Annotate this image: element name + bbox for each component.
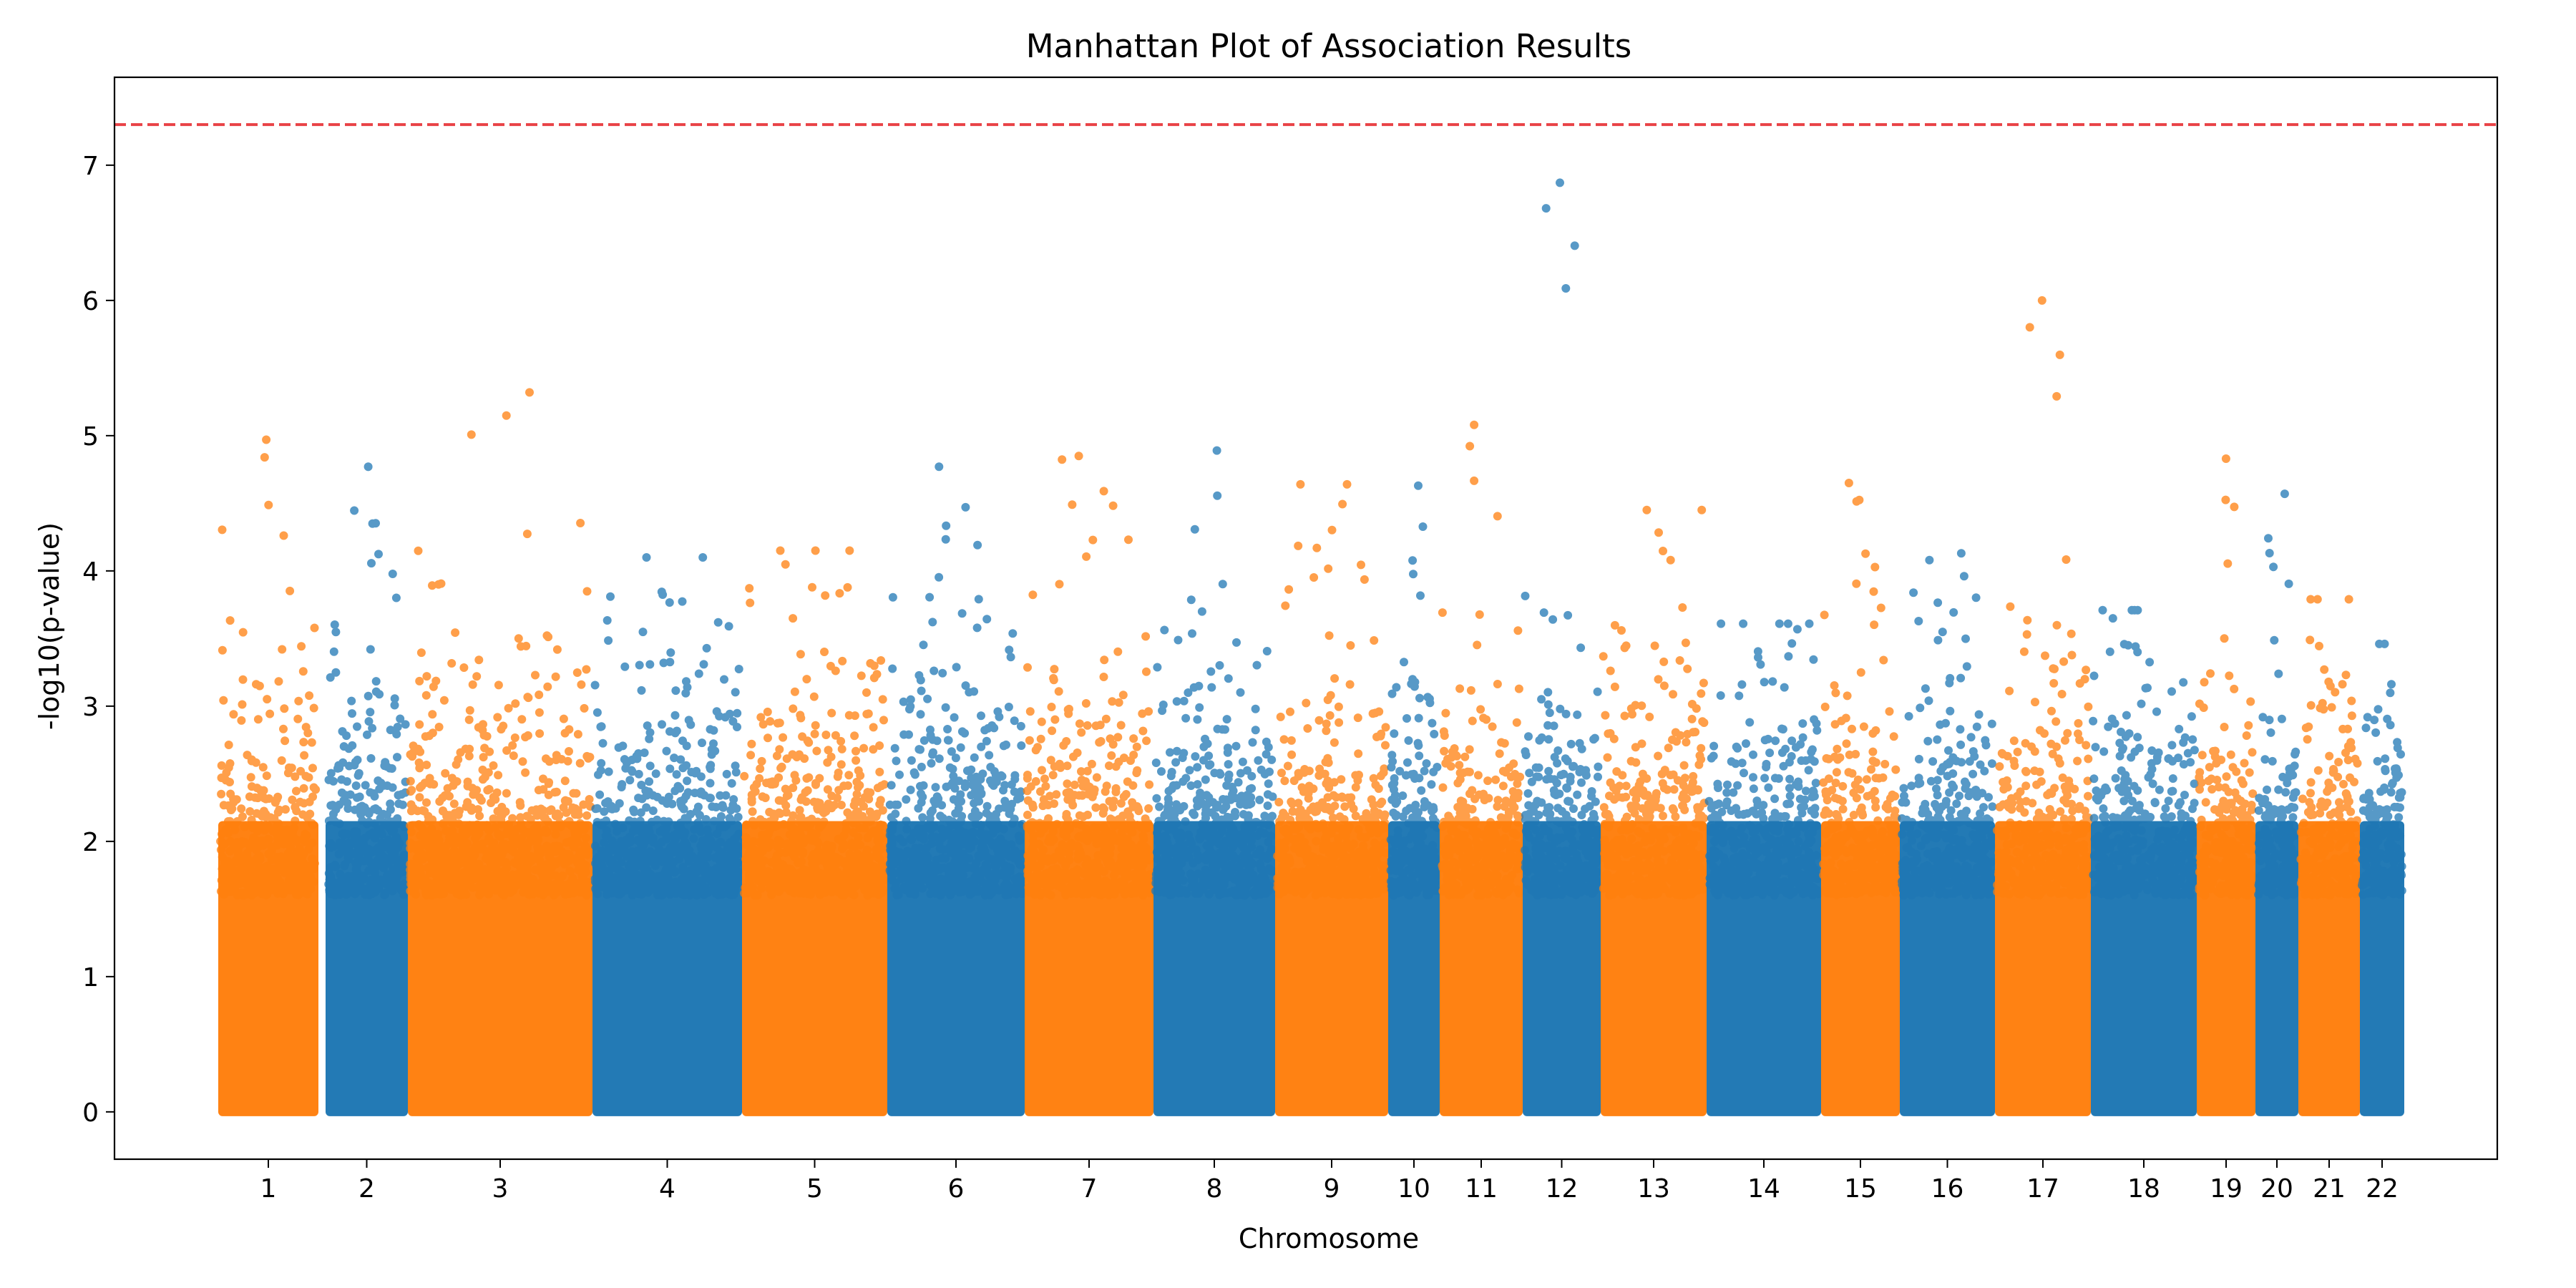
chromosome-21-scatter — [2296, 595, 2362, 900]
y-axis-label: -log10(p-value) — [34, 522, 65, 730]
x-tick-label-17: 17 — [2026, 1174, 2059, 1204]
chromosome-4-points — [590, 553, 744, 1116]
x-tick-label-11: 11 — [1465, 1174, 1498, 1204]
x-tick-label-9: 9 — [1324, 1174, 1340, 1204]
x-tick-label-5: 5 — [806, 1174, 823, 1204]
chromosome-17-points — [1993, 296, 2093, 1116]
x-tick-label-6: 6 — [948, 1174, 965, 1204]
x-tick-label-16: 16 — [1931, 1174, 1964, 1204]
chromosome-12-points — [1521, 178, 1603, 1116]
y-tick-label: 1 — [82, 963, 99, 992]
chromosome-11-points — [1438, 420, 1525, 1116]
x-tick-label-21: 21 — [2313, 1174, 2346, 1204]
x-tick-label-1: 1 — [260, 1174, 277, 1204]
chromosome-17-scatter — [1993, 296, 2093, 900]
chromosome-9-points — [1273, 479, 1390, 1116]
x-tick-label-15: 15 — [1844, 1174, 1877, 1204]
chromosome-6-scatter — [885, 462, 1027, 900]
chromosome-11-scatter — [1438, 420, 1525, 900]
y-tick-label: 7 — [82, 152, 99, 181]
x-tick-label-3: 3 — [492, 1174, 509, 1204]
chromosome-1-points — [216, 435, 321, 1116]
chromosome-22-scatter — [2358, 639, 2406, 899]
chromosome-7-scatter — [1023, 452, 1156, 900]
chromosome-8-points — [1151, 446, 1277, 1116]
x-tick-label-19: 19 — [2210, 1174, 2243, 1204]
y-axis-ticks: 0 1 2 3 4 5 6 7 — [82, 152, 114, 1128]
x-tick-label-18: 18 — [2127, 1174, 2160, 1204]
chromosome-10-points — [1386, 481, 1442, 1116]
x-tick-label-14: 14 — [1747, 1174, 1780, 1204]
x-tick-label-4: 4 — [659, 1174, 675, 1204]
chromosome-1-scatter — [216, 435, 321, 900]
x-tick-label-22: 22 — [2366, 1174, 2399, 1204]
chromosome-15-scatter — [1819, 479, 1902, 899]
x-tick-label-8: 8 — [1206, 1174, 1223, 1204]
chromosome-14-points — [1704, 619, 1823, 1116]
chromosome-9-scatter — [1273, 479, 1390, 899]
chromosome-3-scatter — [406, 388, 595, 900]
chromosome-18-points — [2089, 605, 2199, 1116]
x-axis-ticks: 1 2 3 4 5 6 7 8 9 10 11 12 13 14 15 16 17 18 19 20 21 22 — [260, 1159, 2399, 1204]
chromosome-21-points — [2296, 595, 2362, 1116]
chromosome-20-points — [2254, 489, 2301, 1116]
chromosome-10-scatter — [1386, 481, 1442, 900]
chromosome-15-points — [1819, 479, 1902, 1116]
x-tick-label-12: 12 — [1546, 1174, 1579, 1204]
chromosome-8-scatter — [1151, 446, 1277, 900]
chromosome-5-scatter — [740, 546, 889, 900]
y-tick-label: 4 — [82, 557, 99, 587]
y-tick-label: 0 — [82, 1098, 99, 1128]
chromosome-4-scatter — [590, 553, 744, 900]
x-tick-label-2: 2 — [358, 1174, 375, 1204]
x-tick-label-20: 20 — [2260, 1174, 2293, 1204]
y-tick-label: 6 — [82, 287, 99, 316]
y-tick-label: 2 — [82, 828, 99, 857]
chromosome-13-scatter — [1599, 505, 1709, 900]
x-tick-label-10: 10 — [1397, 1174, 1430, 1204]
chromosome-16-points — [1898, 549, 1997, 1116]
x-tick-label-7: 7 — [1081, 1174, 1098, 1204]
chromosome-5-points — [740, 546, 889, 1116]
chromosome-20-scatter — [2254, 489, 2301, 900]
plot-frame — [113, 76, 2499, 1161]
chromosome-2-points — [324, 462, 410, 1116]
chromosome-6-points — [885, 462, 1027, 1116]
chromosome-2-scatter — [324, 462, 410, 899]
chromosome-22-points — [2358, 639, 2406, 1116]
x-tick-label-13: 13 — [1637, 1174, 1670, 1204]
chromosome-12-scatter — [1521, 178, 1603, 900]
data-points — [216, 178, 2406, 1116]
chromosome-3-points — [406, 388, 595, 1116]
chromosome-14-scatter — [1704, 619, 1823, 900]
chromosome-16-scatter — [1898, 549, 1997, 900]
chromosome-7-points — [1023, 452, 1156, 1116]
x-axis-label: Chromosome — [1239, 1223, 1419, 1254]
chromosome-19-scatter — [2195, 454, 2258, 900]
y-tick-label: 3 — [82, 693, 99, 722]
chromosome-13-points — [1599, 505, 1709, 1116]
chromosome-18-scatter — [2089, 605, 2199, 900]
chromosome-19-points — [2195, 454, 2258, 1116]
chart-title: Manhattan Plot of Association Results — [1026, 27, 1632, 65]
y-tick-label: 5 — [82, 422, 99, 452]
